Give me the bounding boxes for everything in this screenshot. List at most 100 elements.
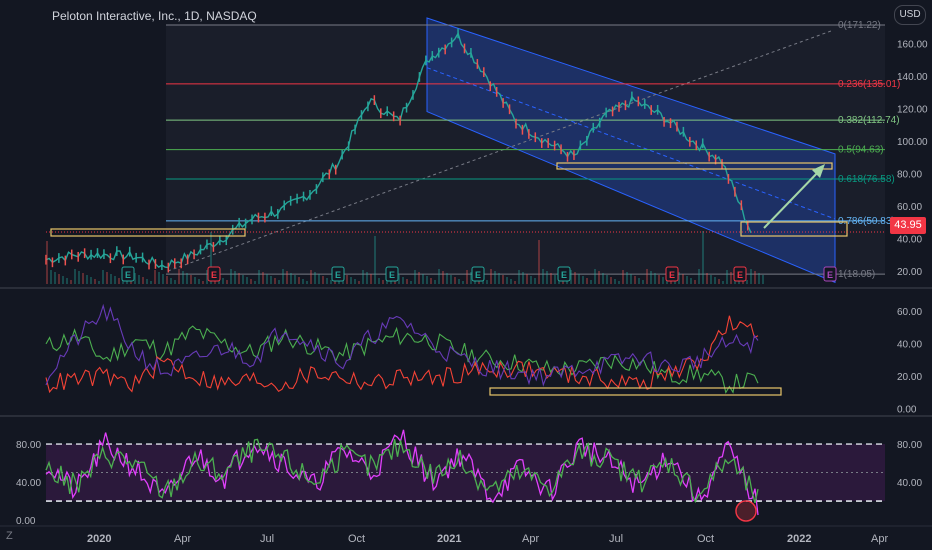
volume-bar xyxy=(638,278,640,284)
stoch-right-tick: 80.00 xyxy=(897,440,922,451)
stoch-right-tick: 40.00 xyxy=(897,478,922,489)
volume-bar xyxy=(470,272,472,284)
volume-bar xyxy=(326,278,328,284)
price-pane[interactable]: 0(171.22) 0.236(135.01) 0.382(112.74) 0.5(9… xyxy=(0,17,932,289)
time-axis-tick: Oct xyxy=(697,533,714,545)
volume-bar xyxy=(210,232,212,284)
volume-bar xyxy=(642,280,644,284)
dmi-minus-line[interactable] xyxy=(45,315,759,394)
volume-bar xyxy=(450,275,452,284)
price-series-line[interactable] xyxy=(45,31,752,269)
volume-bar xyxy=(322,276,324,284)
stoch-k-line[interactable] xyxy=(45,429,759,516)
volume-bar xyxy=(114,276,116,284)
price-axis-tick: 120.00 xyxy=(897,104,928,115)
volume-bar xyxy=(610,277,612,284)
dmi-pane[interactable]: 0.00 20.00 40.00 60.00 xyxy=(0,303,932,417)
volume-bar xyxy=(238,273,240,284)
fib-label: 0.618(76.58) xyxy=(838,174,895,185)
volume-bar xyxy=(442,271,444,284)
volume-bar xyxy=(530,276,532,284)
volume-bar xyxy=(246,277,248,284)
adx-line[interactable] xyxy=(45,303,759,387)
earnings-marker-icon[interactable] xyxy=(665,266,679,282)
volume-bar xyxy=(762,275,764,284)
volume-bar xyxy=(302,279,304,284)
earnings-marker-icon[interactable] xyxy=(823,266,837,282)
volume-bar xyxy=(290,273,292,284)
rising-trendline[interactable] xyxy=(167,29,834,272)
volume-bar xyxy=(234,271,236,284)
volume-bar xyxy=(586,278,588,284)
volume-bar xyxy=(626,272,628,284)
time-axis-tick: 2022 xyxy=(787,533,811,545)
earnings-marker-icon[interactable] xyxy=(331,266,345,282)
volume-bar xyxy=(538,240,540,284)
earnings-label: E xyxy=(737,270,743,280)
stoch-d-line[interactable] xyxy=(45,438,759,504)
volume-bar xyxy=(306,281,308,284)
volume-bar xyxy=(730,272,732,284)
volume-bar xyxy=(502,275,504,284)
volume-bar xyxy=(550,273,552,284)
earnings-marker-icon[interactable] xyxy=(557,266,571,282)
time-axis[interactable]: 2020 Apr Jul Oct 2021 Apr Jul Oct 2022 Apr xyxy=(0,525,932,545)
dmi-axis-tick: 0.00 xyxy=(897,405,917,416)
volume-bar xyxy=(518,270,520,284)
earnings-marker-icon[interactable] xyxy=(471,266,485,282)
stochastic-pane[interactable]: 0.00 40.00 80.00 40.00 80.00 xyxy=(16,429,922,527)
dmi-highlight-box[interactable] xyxy=(489,387,782,396)
volume-bar xyxy=(254,281,256,284)
volume-bar xyxy=(522,272,524,284)
earnings-label: E xyxy=(335,270,341,280)
time-axis-tick: 2021 xyxy=(437,533,461,545)
volume-bar xyxy=(154,270,156,284)
volume-bar xyxy=(418,272,420,284)
resistance-box[interactable] xyxy=(556,162,833,170)
volume-bar xyxy=(454,277,456,284)
oversold-highlight-circle[interactable] xyxy=(735,500,757,522)
earnings-label: E xyxy=(669,270,675,280)
volume-bar xyxy=(606,275,608,284)
volume-bar xyxy=(98,281,100,284)
price-axis-tick: 160.00 xyxy=(897,39,928,50)
volume-bar xyxy=(82,273,84,284)
zoom-button[interactable]: Z xyxy=(6,530,13,542)
current-support-box[interactable] xyxy=(740,221,848,237)
dmi-axis-tick: 60.00 xyxy=(897,307,922,318)
volume-bar xyxy=(410,281,412,284)
target-arrow-line[interactable] xyxy=(763,167,823,229)
earnings-marker-icon[interactable] xyxy=(207,266,221,282)
volume-bar xyxy=(462,281,464,284)
time-axis-tick: Jul xyxy=(609,533,623,545)
volume-bar xyxy=(514,281,516,284)
fib-label: 0.786(50.83) xyxy=(838,216,895,227)
volume-bar xyxy=(54,272,56,284)
currency-button[interactable]: USD xyxy=(894,5,926,25)
volume-bar xyxy=(710,275,712,284)
time-axis-tick: Apr xyxy=(174,533,191,545)
stoch-left-tick: 80.00 xyxy=(16,440,41,451)
earnings-marker-icon[interactable] xyxy=(733,266,747,282)
volume-bar xyxy=(406,279,408,284)
volume-bar xyxy=(570,270,572,284)
volume-bar xyxy=(50,270,52,284)
volume-bar xyxy=(434,280,436,284)
volume-bar xyxy=(490,269,492,284)
volume-bar xyxy=(546,271,548,284)
volume-bar xyxy=(402,277,404,284)
earnings-marker-icon[interactable] xyxy=(385,266,399,282)
volume-bar xyxy=(694,280,696,284)
volume-bar xyxy=(66,278,68,284)
volume-bar xyxy=(250,279,252,284)
volume-bar xyxy=(678,272,680,284)
volume-bar xyxy=(510,279,512,284)
channel-midline xyxy=(426,67,836,220)
volume-bar xyxy=(566,281,568,284)
volume-bar xyxy=(230,269,232,284)
earnings-marker-icon[interactable] xyxy=(121,266,135,282)
volume-bar xyxy=(398,275,400,284)
dmi-axis-tick: 40.00 xyxy=(897,340,922,351)
volume-bar xyxy=(662,277,664,284)
